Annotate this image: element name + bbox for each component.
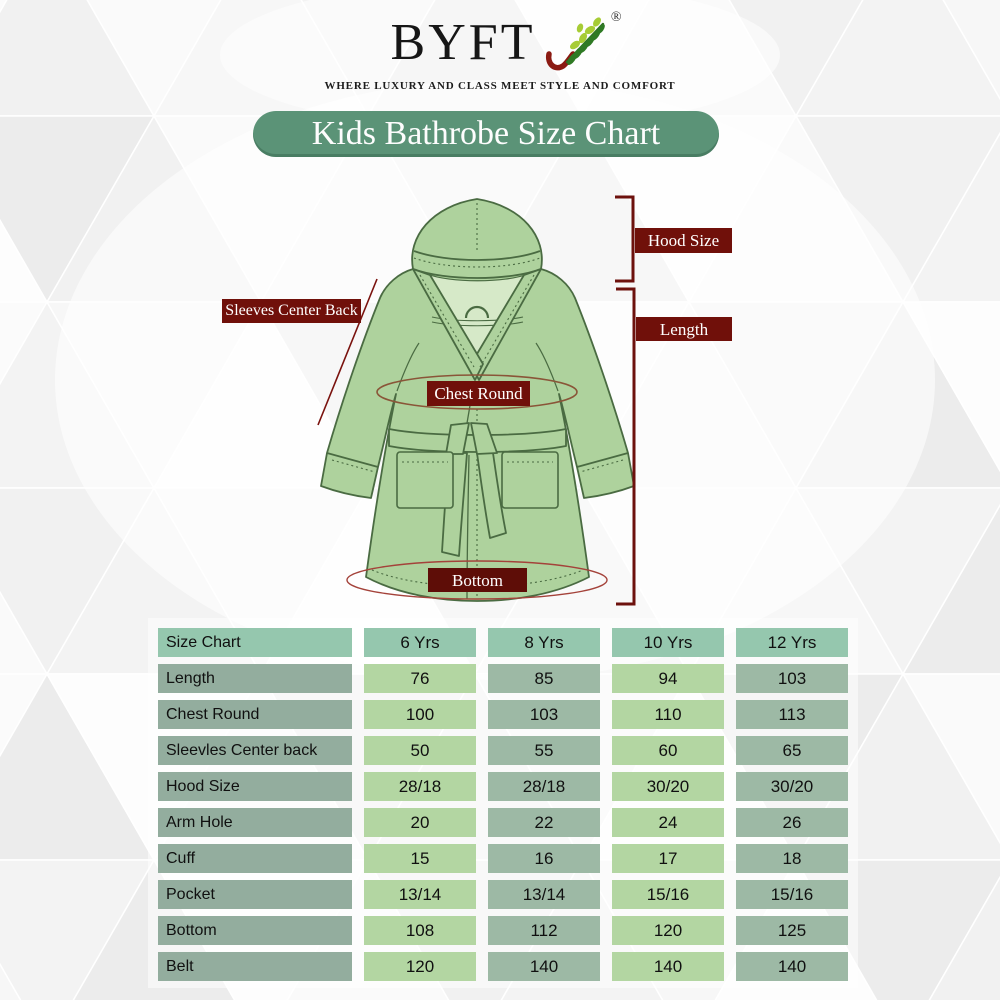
registered-trademark: ®	[610, 10, 622, 25]
pocket-left	[396, 451, 454, 509]
table-cell: 26	[736, 808, 848, 837]
table-cell: 140	[736, 952, 848, 981]
hood-band-top	[413, 250, 541, 261]
table-header-col: 8 Yrs	[488, 628, 600, 657]
sleeves-center-back-label: Sleeves Center Back	[222, 299, 361, 323]
table-row-label: Hood Size	[158, 772, 352, 801]
table-header-col: 10 Yrs	[612, 628, 724, 657]
table-row-label: Belt	[158, 952, 352, 981]
table-cell: 140	[488, 952, 600, 981]
leaf-branch-icon: ®	[545, 10, 621, 72]
table-cell: 16	[488, 844, 600, 873]
table-cell: 18	[736, 844, 848, 873]
table-row-label: Chest Round	[158, 700, 352, 729]
table-cell: 17	[612, 844, 724, 873]
table-row-label: Cuff	[158, 844, 352, 873]
table-cell: 120	[364, 952, 476, 981]
lapel-left	[412, 268, 484, 381]
table-header-col: 6 Yrs	[364, 628, 476, 657]
table-cell: 120	[612, 916, 724, 945]
table-cell: 22	[488, 808, 600, 837]
page-title-text: Kids Bathrobe Size Chart	[311, 115, 661, 152]
brand-tagline: WHERE LUXURY AND CLASS MEET STYLE AND CO…	[324, 80, 676, 92]
table-cell: 30/20	[736, 772, 848, 801]
table-cell: 13/14	[364, 880, 476, 909]
hood-size-label: Hood Size	[635, 228, 732, 253]
measurement-annotations	[317, 195, 636, 606]
table-cell: 103	[488, 700, 600, 729]
length-label: Length	[636, 317, 732, 341]
table-cell: 110	[612, 700, 724, 729]
table-row-label: Arm Hole	[158, 808, 352, 837]
page-title: Kids Bathrobe Size Chart	[253, 111, 719, 157]
table-cell: 113	[736, 700, 848, 729]
table-cell: 100	[364, 700, 476, 729]
table-row-label: Pocket	[158, 880, 352, 909]
table-cell: 94	[612, 664, 724, 693]
table-cell: 55	[488, 736, 600, 765]
pocket-right	[501, 451, 559, 509]
table-cell: 15/16	[736, 880, 848, 909]
chest-round-ellipse	[376, 374, 578, 410]
table-cell: 24	[612, 808, 724, 837]
hood-size-bracket	[615, 195, 635, 283]
table-cell: 76	[364, 664, 476, 693]
table-row-label: Bottom	[158, 916, 352, 945]
table-cell: 20	[364, 808, 476, 837]
table-cell: 28/18	[364, 772, 476, 801]
table-cell: 60	[612, 736, 724, 765]
chest-round-label: Chest Round	[427, 381, 530, 406]
table-cell: 112	[488, 916, 600, 945]
table-cell: 103	[736, 664, 848, 693]
table-cell: 108	[364, 916, 476, 945]
table-header-size-chart: Size Chart	[158, 628, 352, 657]
table-cell: 30/20	[612, 772, 724, 801]
table-cell: 65	[736, 736, 848, 765]
table-cell: 125	[736, 916, 848, 945]
brand-name: BYFT	[390, 14, 536, 71]
hanging-loop	[464, 305, 490, 319]
table-cell: 50	[364, 736, 476, 765]
bottom-ellipse	[346, 560, 608, 600]
table-row-label: Length	[158, 664, 352, 693]
table-cell: 85	[488, 664, 600, 693]
bottom-label: Bottom	[428, 568, 527, 592]
table-row-label: Sleevles Center back	[158, 736, 352, 765]
table-header-col: 12 Yrs	[736, 628, 848, 657]
brand-header: BYFT	[0, 10, 1000, 72]
table-cell: 28/18	[488, 772, 600, 801]
table-cell: 13/14	[488, 880, 600, 909]
size-chart-table: Size Chart 6 Yrs 8 Yrs 10 Yrs 12 Yrs Length 76…	[158, 628, 848, 981]
table-cell: 140	[612, 952, 724, 981]
sleeves-measure-line	[317, 278, 378, 426]
table-cell: 15	[364, 844, 476, 873]
belt-tie-right	[476, 452, 507, 539]
length-bracket	[616, 287, 636, 606]
table-cell: 15/16	[612, 880, 724, 909]
